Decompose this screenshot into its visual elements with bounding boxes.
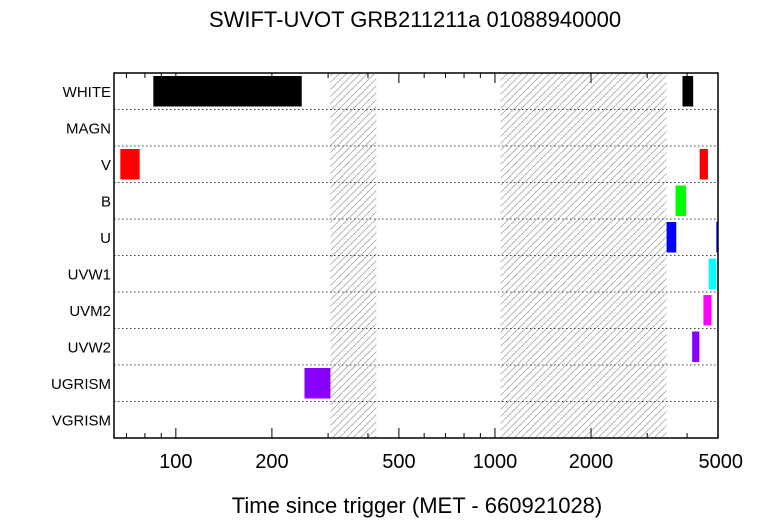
exposure-bar-white <box>682 76 694 107</box>
data-gap-region <box>500 73 667 438</box>
x-tick-label: 200 <box>255 451 288 473</box>
exposure-bar-b <box>675 185 687 216</box>
exposure-bar-white <box>153 76 302 107</box>
exposure-bar-u <box>716 222 718 253</box>
row-label-vgrism: VGRISM <box>52 412 111 429</box>
exposure-bar-u <box>666 222 677 253</box>
row-label-magn: MAGN <box>66 120 111 137</box>
exposure-bars <box>120 76 718 399</box>
row-label-white: WHITE <box>63 84 111 101</box>
row-label-uvw2: UVW2 <box>68 339 111 356</box>
row-label-v: V <box>101 157 111 174</box>
chart-title: SWIFT-UVOT GRB211211a 01088940000 <box>209 7 621 32</box>
exposure-bar-v <box>120 149 140 180</box>
row-label-uvm2: UVM2 <box>69 303 111 320</box>
x-axis-ticks: 100 200 500 1000 2000 5000 <box>125 73 744 473</box>
row-label-u: U <box>100 230 111 247</box>
x-tick-label: 100 <box>159 451 192 473</box>
exposure-bar-uvw2 <box>692 331 700 362</box>
row-label-b: B <box>101 193 111 210</box>
x-tick-label: 2000 <box>569 451 614 473</box>
exposure-bar-v <box>699 149 708 180</box>
exposure-bar-uvm2 <box>703 295 712 326</box>
x-axis-label: Time since trigger (MET - 660921028) <box>232 493 603 518</box>
plot-frame <box>113 72 719 439</box>
exposure-bar-uvw1 <box>708 258 717 289</box>
x-tick-label: 1000 <box>473 451 518 473</box>
data-gap-region <box>330 73 377 438</box>
x-tick-label: 5000 <box>699 451 744 473</box>
x-tick-label: 500 <box>382 451 415 473</box>
row-label-ugrism: UGRISM <box>51 376 111 393</box>
filter-rows: WHITE MAGN V B U UVW1 UVM2 UVW2 UGRISM VGRISM <box>51 84 718 429</box>
row-label-uvw1: UVW1 <box>68 266 111 283</box>
exposure-bar-ugrism <box>304 368 331 399</box>
